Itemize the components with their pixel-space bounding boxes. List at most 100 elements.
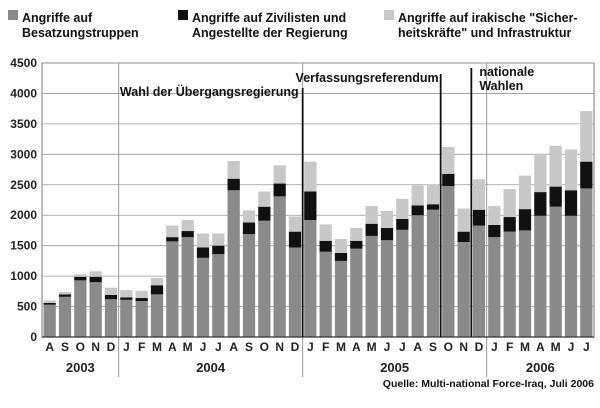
y-tick-label: 3000 [10, 147, 37, 161]
bar-segment-3 [196, 233, 210, 248]
legend-line1: Angriffe auf Zivilisten und [192, 11, 347, 25]
bar-segment-2 [150, 285, 164, 295]
bar-segment-1 [580, 188, 593, 337]
bar-segment-2 [288, 231, 302, 248]
bar-segment-1 [472, 225, 486, 337]
bar-segment-1 [426, 209, 440, 337]
bar-segment-2 [380, 228, 394, 241]
x-tick-label: J [307, 340, 314, 354]
bar-segment-3 [135, 290, 148, 299]
bar-segment-2 [426, 204, 440, 210]
x-tick-label: D [291, 340, 300, 354]
bar-segment-3 [518, 175, 532, 210]
bar-segment-1 [457, 242, 470, 337]
x-tick-label: D [475, 340, 484, 354]
bar-segment-3 [472, 179, 486, 210]
x-tick-label: J [200, 340, 207, 354]
bar-segment-1 [319, 251, 332, 337]
bar-segment-2 [503, 217, 516, 232]
legend-swatch-zivil [178, 10, 188, 20]
y-tick-label: 2500 [10, 178, 37, 192]
bar-segment-2 [580, 161, 593, 189]
y-tick-label: 500 [17, 300, 37, 314]
legend-text-zivil: Angriffe auf Zivilisten und Angestellte … [192, 11, 348, 41]
x-tick-label: J [568, 340, 575, 354]
bar-segment-2 [457, 231, 470, 243]
bar-segment-1 [242, 234, 256, 337]
bar-segment-3 [74, 274, 87, 277]
bar-segment-2 [365, 223, 378, 236]
bar-segment-2 [518, 209, 532, 231]
bar-segment-1 [166, 241, 179, 337]
event-label: Wahlen [479, 79, 523, 93]
x-tick-label: S [245, 340, 253, 354]
bar-segment-3 [89, 271, 102, 277]
x-tick-label: F [138, 340, 145, 354]
x-tick-label: A [413, 340, 422, 354]
legend-line2: Besatzungstruppen [22, 26, 139, 40]
bar-segment-2 [120, 297, 133, 300]
source-note: Quelle: Multi-national Force-Iraq, Juli … [382, 378, 594, 390]
event-label: nationale [479, 65, 534, 79]
x-tick-label: A [229, 340, 238, 354]
x-tick-label: D [107, 340, 116, 354]
bar-segment-3 [411, 185, 424, 206]
bar-segment-3 [304, 161, 317, 192]
legend-line2: heitskräfte" und Infrastruktur [398, 26, 572, 40]
year-label: 2006 [526, 360, 555, 375]
bar-segment-3 [564, 149, 578, 191]
bar-segment-2 [534, 192, 547, 216]
bar-segment-2 [58, 294, 72, 297]
bar-segment-1 [227, 190, 240, 337]
bar-segment-1 [334, 260, 348, 337]
bar-segment-3 [488, 206, 501, 225]
bar-segment-2 [411, 205, 424, 216]
x-tick-label: J [384, 340, 391, 354]
y-tick-label: 0 [30, 330, 37, 344]
bar-segment-1 [273, 196, 286, 337]
bar-segment-3 [580, 111, 593, 162]
bar-segment-3 [166, 225, 179, 238]
bar-segment-2 [258, 206, 271, 221]
bar-segment-1 [380, 240, 394, 337]
bar-segment-3 [43, 300, 56, 303]
bar-segment-1 [104, 299, 118, 337]
bar-segment-3 [150, 277, 164, 286]
bar-segment-1 [135, 301, 148, 337]
year-label: 2004 [196, 360, 226, 375]
x-tick-label: J [123, 340, 130, 354]
bar-segment-3 [227, 161, 240, 179]
bar-segment-3 [58, 291, 72, 295]
y-tick-label: 4000 [10, 86, 37, 100]
legend-swatch-irak [384, 10, 394, 20]
year-label: 2005 [380, 360, 409, 375]
bar-segment-3 [365, 206, 378, 224]
bar-segment-3 [288, 216, 302, 232]
bar-segment-3 [426, 184, 440, 205]
y-tick-label: 1500 [10, 239, 37, 253]
bar-segment-3 [534, 153, 547, 193]
bar-segment-3 [380, 210, 394, 229]
event-label: Wahl der Übergangsregierung [120, 84, 299, 99]
bar-segment-1 [74, 280, 87, 337]
bar-segment-2 [166, 237, 179, 242]
bar-segment-1 [549, 206, 562, 337]
x-tick-label: J [215, 340, 222, 354]
bar-segment-2 [212, 245, 225, 255]
x-tick-label: S [61, 340, 69, 354]
bar-segment-2 [135, 298, 148, 302]
bar-segment-3 [396, 198, 409, 219]
bar-segment-3 [181, 220, 194, 232]
bar-segment-1 [488, 237, 501, 337]
x-tick-label: O [444, 340, 453, 354]
x-tick-label: J [583, 340, 590, 354]
y-tick-label: 2000 [10, 208, 37, 222]
x-tick-label: A [168, 340, 177, 354]
x-tick-label: O [76, 340, 85, 354]
bar-segment-1 [396, 229, 409, 337]
bar-segment-1 [58, 296, 72, 337]
bar-segment-2 [472, 209, 486, 226]
bar-segment-2 [74, 276, 87, 281]
bar-segment-1 [150, 294, 164, 337]
bar-segment-2 [181, 231, 194, 238]
